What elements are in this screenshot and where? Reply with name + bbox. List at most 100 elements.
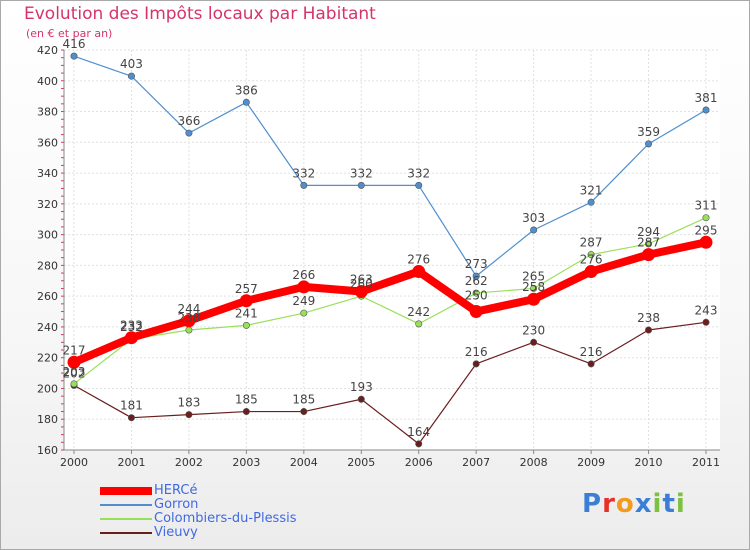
data-point-gorron <box>357 181 365 189</box>
data-label-herc: 276 <box>407 253 430 267</box>
data-label-herc: 217 <box>63 343 86 357</box>
data-point-vieuvy <box>357 395 365 403</box>
data-point-herc <box>67 355 81 369</box>
data-label-herc: 266 <box>292 268 315 282</box>
data-point-gorron <box>185 129 193 137</box>
legend-item-gorron[interactable]: Gorron <box>100 497 360 513</box>
data-point-vieuvy <box>242 408 250 416</box>
legend-label-herce: HERCé <box>154 483 198 498</box>
legend-label-vieuvy: Vieuvy <box>154 525 198 540</box>
data-label-herc: 263 <box>350 273 373 287</box>
y-tick-label: 240 <box>37 321 58 334</box>
data-label-vieuvy: 216 <box>465 345 488 359</box>
proxiti-logo: Proxiti <box>582 489 686 519</box>
data-point-vieuvy <box>127 414 135 422</box>
data-label-colombiers-du-plessis: 249 <box>292 294 315 308</box>
data-point-gorron <box>300 181 308 189</box>
data-point-colombiers-du-plessis <box>587 251 595 259</box>
y-tick-label: 400 <box>37 75 58 88</box>
data-point-colombiers-du-plessis <box>530 284 538 292</box>
data-point-herc <box>297 280 311 294</box>
series-line-colombiers-du-plessis <box>73 217 707 385</box>
series-line-herc <box>70 238 710 367</box>
legend-item-herce[interactable]: HERCé <box>100 483 360 499</box>
y-tick-label: 200 <box>37 382 58 395</box>
data-point-colombiers-du-plessis <box>242 321 250 329</box>
data-label-gorron: 381 <box>695 91 718 105</box>
data-point-colombiers-du-plessis <box>185 326 193 334</box>
data-point-vieuvy <box>185 411 193 419</box>
data-label-herc: 250 <box>465 289 488 303</box>
data-label-vieuvy: 185 <box>235 393 258 407</box>
y-tick-label: 220 <box>37 352 58 365</box>
logo-letter: x <box>634 489 653 519</box>
y-tick-label: 340 <box>37 167 58 180</box>
data-label-vieuvy: 243 <box>695 303 718 317</box>
data-label-vieuvy: 238 <box>637 311 660 325</box>
legend-item-vieuvy[interactable]: Vieuvy <box>100 525 360 541</box>
data-label-herc: 233 <box>120 319 143 333</box>
data-point-colombiers-du-plessis <box>300 309 308 317</box>
data-label-vieuvy: 193 <box>350 380 373 394</box>
data-point-gorron <box>415 181 423 189</box>
data-label-gorron: 303 <box>522 211 545 225</box>
data-label-colombiers-du-plessis: 241 <box>235 306 258 320</box>
data-label-colombiers-du-plessis: 311 <box>695 199 718 213</box>
data-label-herc: 276 <box>580 253 603 267</box>
data-label-colombiers-du-plessis: 294 <box>637 225 660 239</box>
legend-swatch-herce <box>100 487 152 495</box>
logo-letter: o <box>615 489 635 519</box>
data-label-colombiers-du-plessis: 262 <box>465 274 488 288</box>
data-label-herc: 244 <box>177 302 200 316</box>
data-point-gorron <box>70 52 78 60</box>
y-tick-label: 160 <box>37 444 58 457</box>
legend-label-colombiers: Colombiers-du-Plessis <box>154 511 297 526</box>
data-label-vieuvy: 185 <box>292 393 315 407</box>
data-point-gorron <box>645 140 653 148</box>
x-tick-label: 2011 <box>692 456 720 469</box>
data-point-herc <box>584 265 598 279</box>
x-tick-label: 2003 <box>232 456 260 469</box>
data-label-gorron: 359 <box>637 125 660 139</box>
data-label-colombiers-du-plessis: 232 <box>120 320 143 334</box>
data-point-colombiers-du-plessis <box>702 214 710 222</box>
y-tick-label: 280 <box>37 259 58 272</box>
data-point-colombiers-du-plessis <box>70 380 78 388</box>
x-tick-label: 2001 <box>117 456 145 469</box>
legend-item-colombiers[interactable]: Colombiers-du-Plessis <box>100 511 360 527</box>
data-point-herc <box>699 235 713 249</box>
data-point-colombiers-du-plessis <box>415 320 423 328</box>
data-point-gorron <box>127 72 135 80</box>
x-tick-label: 2004 <box>290 456 318 469</box>
data-point-herc <box>354 285 368 299</box>
data-label-vieuvy: 183 <box>177 396 200 410</box>
y-tick-label: 320 <box>37 198 58 211</box>
x-tick-label: 2009 <box>577 456 605 469</box>
data-point-vieuvy <box>645 326 653 334</box>
x-tick-label: 2006 <box>405 456 433 469</box>
data-label-vieuvy: 164 <box>407 425 430 439</box>
data-label-vieuvy: 202 <box>63 366 86 380</box>
data-label-gorron: 332 <box>350 166 373 180</box>
data-point-herc <box>642 248 656 262</box>
data-point-vieuvy <box>530 338 538 346</box>
data-label-colombiers-du-plessis: 242 <box>407 305 430 319</box>
data-label-gorron: 386 <box>235 83 258 97</box>
data-label-colombiers-du-plessis: 203 <box>63 365 86 379</box>
data-label-herc: 295 <box>695 223 718 237</box>
data-label-herc: 258 <box>522 280 545 294</box>
data-point-herc <box>239 294 253 308</box>
data-point-vieuvy <box>702 318 710 326</box>
data-point-gorron <box>242 98 250 106</box>
series-line-vieuvy <box>73 321 707 445</box>
data-point-gorron <box>472 272 480 280</box>
logo-letter: i <box>675 489 686 519</box>
plot-area <box>64 50 720 450</box>
data-point-herc <box>469 305 483 319</box>
logo-letter: t <box>662 489 676 519</box>
data-point-herc <box>124 331 138 345</box>
y-tick-label: 380 <box>37 106 58 119</box>
y-tick-label: 180 <box>37 413 58 426</box>
legend-label-gorron: Gorron <box>154 497 199 512</box>
